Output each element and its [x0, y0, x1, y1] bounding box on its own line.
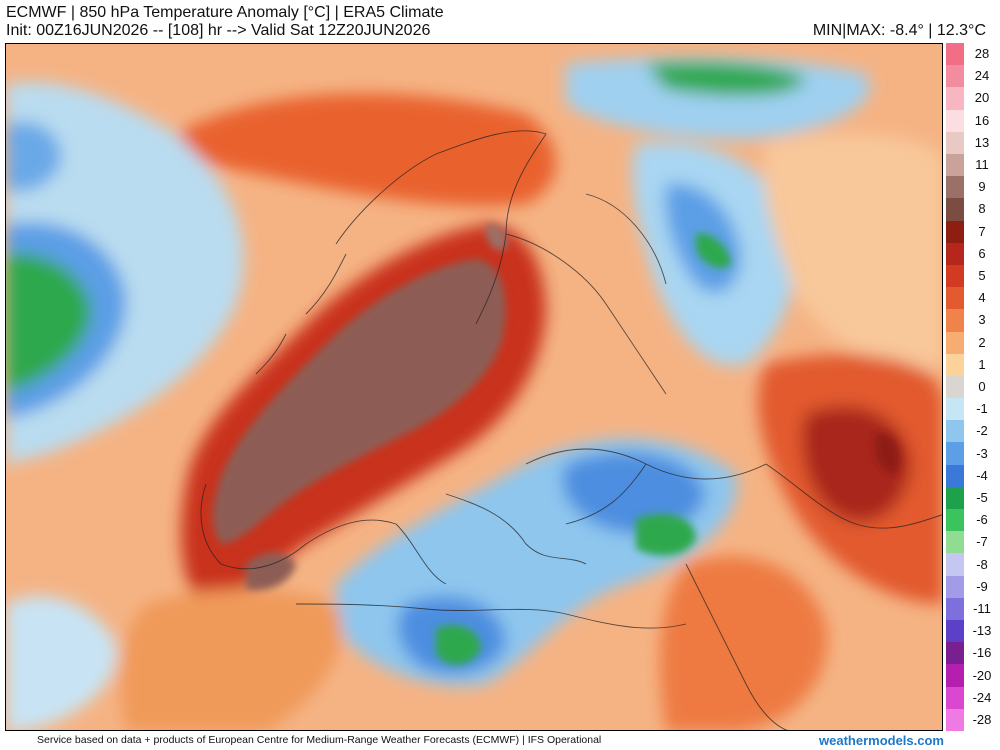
- colorbar-label: -3: [976, 445, 988, 461]
- colorbar-swatch: [946, 43, 964, 66]
- map-title: ECMWF | 850 hPa Temperature Anomaly [°C]…: [6, 4, 444, 21]
- colorbar-label: -2: [976, 423, 988, 439]
- colorbar-label: -16: [972, 645, 992, 661]
- colorbar-label: 5: [978, 268, 986, 284]
- colorbar-swatch: [946, 198, 964, 222]
- colorbar-swatch: [946, 242, 964, 266]
- colorbar-label: -9: [976, 578, 988, 594]
- southwest-cool-region: [6, 596, 118, 730]
- colorbar-label: 24: [974, 68, 990, 84]
- colorbar-swatch: [946, 109, 964, 133]
- colorbar-label: -7: [976, 534, 988, 550]
- colorbar-label: 2: [978, 334, 986, 350]
- russia-coldest-patch: [696, 233, 731, 269]
- colorbar-swatch: [946, 686, 964, 710]
- colorbar-label: 0: [978, 379, 986, 394]
- colorbar-label: 9: [978, 179, 986, 195]
- colorbar-label: 3: [978, 312, 986, 328]
- colorbar-label: 16: [974, 112, 990, 128]
- colorbar-label: 4: [978, 290, 986, 306]
- colorbar-swatch: [946, 553, 964, 577]
- anomaly-colorbar: 28 24 20 16 13 11 9 8 7 6 5 4 3 2 1 0 -1 -2 -3 -4 -5 -6 -7 -8 -9…: [946, 43, 1000, 732]
- colorbar-swatch: [946, 620, 964, 643]
- colorbar-swatch: [946, 708, 964, 732]
- colorbar-label: 28: [974, 46, 990, 62]
- colorbar-label: -13: [972, 623, 992, 639]
- colorbar-swatch: [946, 353, 964, 377]
- coastlines: [200, 130, 942, 730]
- colorbar-label: 13: [974, 134, 990, 150]
- colorbar-swatch: [946, 464, 964, 488]
- colorbar-swatch: [946, 331, 964, 355]
- colorbar-swatch: [946, 398, 964, 421]
- colorbar-swatch: [946, 87, 964, 111]
- colorbar-swatch: [946, 264, 964, 288]
- colorbar-label: 1: [978, 356, 986, 372]
- colorbar-swatch: [946, 176, 964, 199]
- colorbar-swatch: [946, 531, 964, 554]
- europe-extreme-anomaly-core: [212, 259, 506, 544]
- colorbar-swatch: [946, 597, 964, 621]
- north-atlantic-cool-patch: [6, 121, 62, 192]
- colorbar-swatch: [946, 664, 964, 688]
- sweden-anomaly-patch: [485, 223, 508, 251]
- colorbar-label: -8: [976, 556, 988, 572]
- colorbar-swatch: [946, 220, 964, 244]
- colorbar-swatch: [946, 131, 964, 155]
- colorbar-label: 8: [978, 201, 986, 217]
- east-warm-plateau: [763, 133, 942, 366]
- map-canvas: [6, 44, 942, 730]
- colorbar-swatch: [946, 486, 964, 510]
- brand-link[interactable]: weathermodels.com: [819, 733, 944, 748]
- colorbar-swatch: [946, 509, 964, 532]
- arctic-cold-core: [646, 62, 806, 96]
- colorbar-label: -1: [976, 401, 988, 417]
- arabia-warm-area: [660, 556, 828, 730]
- colorbar-swatch: [946, 309, 964, 332]
- anomaly-map[interactable]: [5, 43, 943, 731]
- colorbar-label: 6: [978, 245, 986, 261]
- norwegian-sea-warm-band: [176, 93, 556, 206]
- aegean-cold-core: [562, 451, 706, 534]
- data-credit: Service based on data + products of Euro…: [37, 734, 602, 746]
- colorbar-label: -5: [976, 489, 988, 505]
- min-max-readout: MIN|MAX: -8.4° | 12.3°C: [812, 22, 986, 39]
- colorbar-label: -11: [973, 600, 991, 616]
- colorbar-label: 20: [974, 90, 990, 106]
- colorbar-label: 11: [975, 157, 989, 173]
- colorbar-label: -20: [972, 667, 992, 683]
- colorbar-swatch: [946, 375, 964, 399]
- libya-coldest-patch: [436, 625, 481, 665]
- colorbar-swatch: [946, 287, 964, 310]
- colorbar-label: -6: [976, 512, 988, 528]
- colorbar-swatch: [946, 442, 964, 466]
- colorbar-swatch: [946, 575, 964, 599]
- north-africa-warm-area: [120, 589, 343, 730]
- colorbar-swatch: [946, 642, 964, 665]
- colorbar-swatch: [946, 420, 964, 443]
- colorbar-swatch: [946, 153, 964, 177]
- map-subtitle: Init: 00Z16JUN2026 -- [108] hr --> Valid…: [6, 22, 431, 39]
- colorbar-label: -4: [976, 467, 988, 483]
- colorbar-swatch: [946, 65, 964, 88]
- atlantic-coldest-patch: [6, 253, 91, 392]
- turkey-coldest-patch: [636, 514, 696, 556]
- colorbar-label: -24: [972, 689, 992, 705]
- colorbar-label: -28: [972, 711, 992, 727]
- iberia-extreme-anomaly-patch: [246, 552, 296, 591]
- colorbar-label: 7: [978, 223, 986, 239]
- caspian-hot-patch: [874, 433, 900, 474]
